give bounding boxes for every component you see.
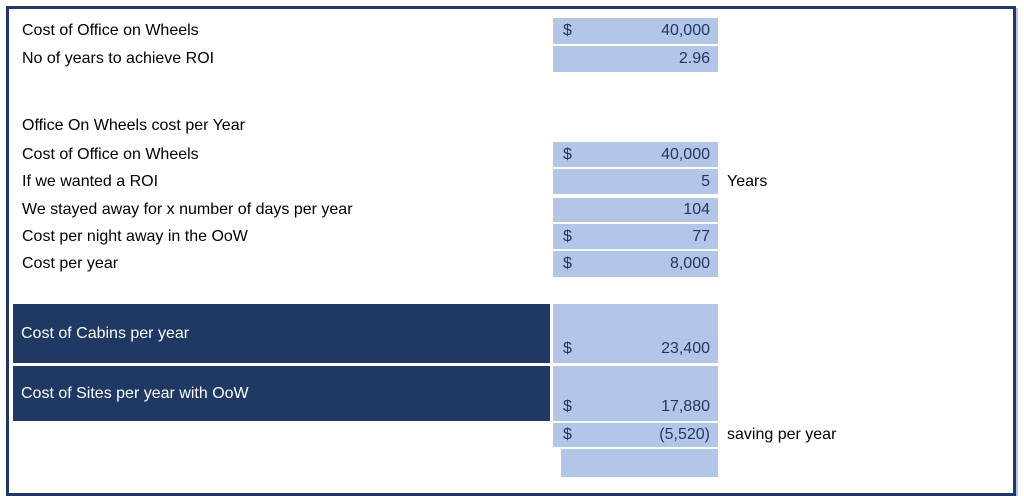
cell-value: 40,000 (661, 145, 710, 163)
row-label: If we wanted a ROI (22, 172, 159, 190)
cell-value: 23,400 (661, 340, 710, 357)
currency-symbol: $ (563, 426, 572, 443)
table-row: Cost of Sites per year with OoW $ 17,880 (9, 366, 1013, 421)
cell-value: 5 (701, 172, 710, 190)
section-header: Office On Wheels cost per Year (22, 117, 245, 134)
row-label: We stayed away for x number of days per … (22, 201, 353, 218)
label-cell-wanted-roi[interactable]: If we wanted a ROI (9, 169, 553, 194)
label-cell-years-to-roi[interactable]: No of years to achieve ROI (9, 46, 553, 72)
currency-symbol: $ (563, 398, 572, 415)
currency-symbol: $ (563, 22, 572, 39)
header-cell-cost-of-cabins[interactable]: Cost of Cabins per year (13, 304, 550, 363)
cell-value: 40,000 (661, 22, 710, 39)
row-label: Cost of Office on Wheels (22, 22, 199, 39)
cell-value: 104 (683, 201, 710, 218)
table-row: No of years to achieve ROI 2.96 (9, 46, 1013, 72)
table-row: Office On Wheels cost per Year (9, 112, 1013, 140)
cell-value: 77 (692, 227, 710, 245)
row-label: Cost of Sites per year with OoW (21, 384, 249, 402)
row-label: Cost of Cabins per year (21, 324, 190, 342)
value-cell-saving[interactable]: $ (5,520) (553, 423, 718, 447)
label-cell-cost-of-oow[interactable]: Cost of Office on Wheels (9, 18, 553, 44)
value-cell-cost-of-sites[interactable]: $ 17,880 (553, 366, 718, 421)
label-cell-days-away[interactable]: We stayed away for x number of days per … (9, 198, 553, 222)
currency-symbol: $ (563, 255, 572, 272)
table-row: Cost of Cabins per year $ 23,400 (9, 304, 1013, 363)
cell-value: 8,000 (669, 255, 710, 272)
unit-label-years: Years (727, 172, 768, 190)
value-cell-cost-of-cabins[interactable]: $ 23,400 (553, 304, 718, 363)
table-row: Cost of Office on Wheels $ 40,000 (9, 18, 1013, 44)
table-row: Cost per year $ 8,000 (9, 251, 1013, 277)
value-cell-cost-per-night[interactable]: $ 77 (553, 224, 718, 249)
worksheet-frame: Cost of Office on Wheels $ 40,000 No of … (6, 6, 1016, 496)
table-row: We stayed away for x number of days per … (9, 198, 1013, 222)
value-cell-cost-of-oow[interactable]: $ 40,000 (553, 18, 718, 44)
value-cell-empty[interactable] (561, 449, 718, 477)
value-cell-years-to-roi[interactable]: 2.96 (553, 46, 718, 72)
currency-symbol: $ (563, 145, 572, 163)
section-header-cell[interactable]: Office On Wheels cost per Year (9, 112, 553, 140)
cell-value: (5,520) (659, 426, 710, 443)
currency-symbol: $ (563, 340, 572, 357)
value-cell-cost-of-oow-2[interactable]: $ 40,000 (553, 142, 718, 167)
table-row: Cost of Office on Wheels $ 40,000 (9, 142, 1013, 167)
empty-spacer (9, 423, 553, 447)
value-cell-days-away[interactable]: 104 (553, 198, 718, 222)
row-label: Cost per night away in the OoW (22, 227, 248, 245)
cell-value: 17,880 (661, 398, 710, 415)
label-cell-cost-per-year[interactable]: Cost per year (9, 251, 553, 277)
table-row (9, 449, 1013, 477)
currency-symbol: $ (563, 227, 572, 245)
value-cell-cost-per-year[interactable]: $ 8,000 (553, 251, 718, 277)
header-cell-cost-of-sites[interactable]: Cost of Sites per year with OoW (13, 366, 550, 421)
label-cell-cost-of-oow-2[interactable]: Cost of Office on Wheels (9, 142, 553, 167)
row-label: No of years to achieve ROI (22, 50, 215, 67)
value-cell-wanted-roi[interactable]: 5 (553, 169, 718, 194)
saving-per-year-label: saving per year (727, 426, 837, 443)
empty-spacer (9, 449, 561, 477)
label-cell-cost-per-night[interactable]: Cost per night away in the OoW (9, 224, 553, 249)
table-row: If we wanted a ROI 5 Years (9, 169, 1013, 194)
table-row: Cost per night away in the OoW $ 77 (9, 224, 1013, 249)
row-label: Cost of Office on Wheels (22, 145, 199, 163)
row-label: Cost per year (22, 255, 119, 272)
table-row: $ (5,520) saving per year (9, 423, 1013, 447)
cell-value: 2.96 (678, 50, 710, 67)
